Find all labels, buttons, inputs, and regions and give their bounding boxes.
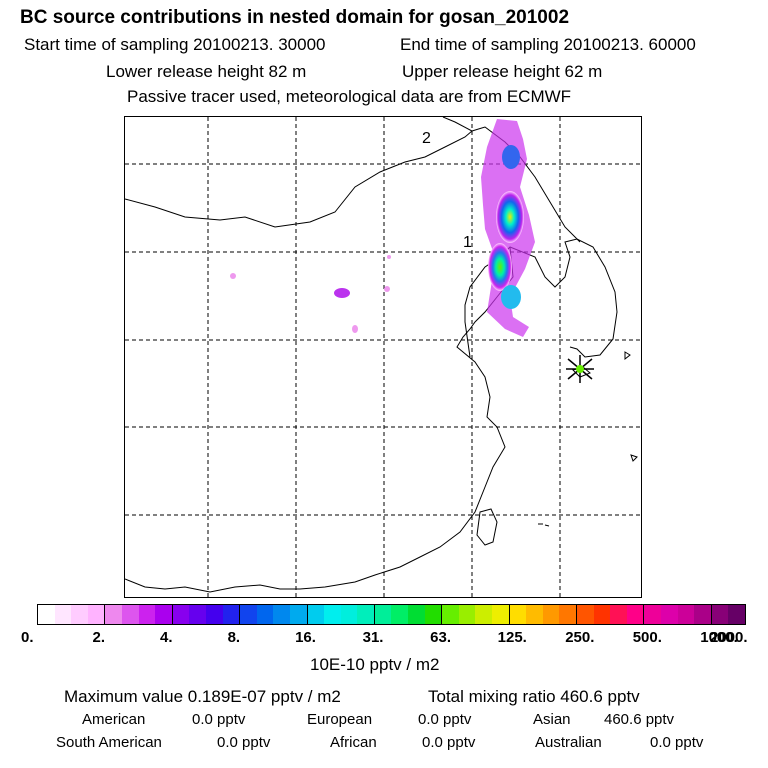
- colorbar-swatch: [189, 605, 206, 624]
- colorbar-tick-label: 63.: [430, 629, 451, 646]
- colorbar-swatch: [677, 605, 695, 624]
- colorbar-swatch: [492, 605, 510, 624]
- colorbar-tick-label: 250.: [565, 629, 595, 646]
- colorbar-swatch: [273, 605, 290, 624]
- african-label: African: [330, 734, 377, 751]
- asian-value: 460.6 pptv: [604, 711, 675, 728]
- map-canvas: 2 1: [125, 117, 641, 597]
- colorbar-swatch: [307, 605, 325, 624]
- map-panel: 2 1: [124, 116, 642, 598]
- colorbar-swatch: [374, 605, 392, 624]
- maximum-value: Maximum value 0.189E-07 pptv / m2: [64, 687, 341, 706]
- total-mixing-ratio: Total mixing ratio 460.6 pptv: [428, 687, 640, 706]
- colorbar-unit: 10E-10 pptv / m2: [310, 655, 440, 674]
- colorbar-swatch: [138, 605, 156, 624]
- asterisk-star-icon: [566, 355, 594, 383]
- colorbar-swatch: [694, 605, 712, 624]
- lower-release-height: Lower release height 82 m: [106, 62, 307, 81]
- tracer-note: Passive tracer used, meteorological data…: [127, 87, 572, 106]
- european-value: 0.0 pptv: [418, 711, 472, 728]
- upper-release-height: Upper release height 62 m: [402, 62, 603, 81]
- coastlines: [125, 117, 638, 593]
- colorbar-tick-label: 125.: [497, 629, 527, 646]
- colorbar: [37, 604, 746, 625]
- colorbar-tick-label: 16.: [295, 629, 316, 646]
- contour-label-2: 2: [422, 130, 431, 147]
- colorbar-swatch: [442, 605, 459, 624]
- colorbar-swatch: [391, 605, 409, 624]
- colorbar-swatch: [289, 605, 308, 624]
- colorbar-swatch: [222, 605, 241, 624]
- colorbar-tick-label: 2000.: [710, 629, 748, 646]
- colorbar-swatch: [155, 605, 173, 624]
- colorbar-tick-label: 500.: [632, 629, 662, 646]
- colorbar-swatch: [542, 605, 560, 624]
- colorbar-swatch: [424, 605, 443, 624]
- colorbar-swatch: [357, 605, 375, 624]
- colorbar-swatch: [240, 605, 257, 624]
- asian-label: Asian: [533, 711, 571, 728]
- colorbar-swatch: [526, 605, 543, 624]
- colorbar-tick-label: 0.: [21, 629, 34, 646]
- colorbar-swatch: [458, 605, 476, 624]
- start-time-label: Start time of sampling 20100213. 30000: [24, 35, 326, 54]
- american-value: 0.0 pptv: [192, 711, 246, 728]
- colorbar-swatch: [559, 605, 577, 624]
- colorbar-tick-label: 4.: [160, 629, 173, 646]
- colorbar-swatch: [509, 605, 527, 624]
- australian-value: 0.0 pptv: [650, 734, 704, 751]
- lat-lon-grid: [125, 117, 641, 597]
- colorbar-swatch: [38, 605, 55, 624]
- colorbar-swatch: [71, 605, 88, 624]
- colorbar-swatch: [121, 605, 139, 624]
- south-american-value: 0.0 pptv: [217, 734, 271, 751]
- colorbar-tick-label: 8.: [227, 629, 241, 646]
- south-american-label: South American: [56, 734, 162, 751]
- colorbar-swatch: [593, 605, 611, 624]
- colorbar-swatch: [87, 605, 106, 624]
- colorbar-swatch: [711, 605, 729, 624]
- colorbar-swatch: [205, 605, 223, 624]
- colorbar-swatch: [610, 605, 627, 624]
- colorbar-swatch: [660, 605, 678, 624]
- american-label: American: [82, 711, 146, 728]
- colorbar-swatch: [324, 605, 341, 624]
- colorbar-swatch: [340, 605, 358, 624]
- colorbar-tick-label: 31.: [362, 629, 384, 646]
- colorbar-swatch: [644, 605, 661, 624]
- colorbar-swatch: [626, 605, 645, 624]
- colorbar-swatch: [475, 605, 493, 624]
- african-value: 0.0 pptv: [422, 734, 476, 751]
- australian-label: Australian: [535, 734, 602, 751]
- plot-title: BC source contributions in nested domain…: [20, 7, 570, 28]
- colorbar-swatch: [256, 605, 274, 624]
- colorbar-swatch: [54, 605, 72, 624]
- colorbar-swatch: [172, 605, 190, 624]
- plume: [230, 119, 535, 337]
- colorbar-swatch: [408, 605, 425, 624]
- colorbar-swatch: [577, 605, 594, 624]
- contour-label-1: 1: [463, 234, 472, 251]
- european-label: European: [307, 711, 373, 728]
- colorbar-swatch: [728, 605, 745, 624]
- end-time-label: End time of sampling 20100213. 60000: [400, 35, 696, 54]
- colorbar-tick-label: 2.: [92, 629, 106, 646]
- colorbar-tick-label: 1000.: [700, 629, 738, 646]
- colorbar-swatch: [105, 605, 122, 624]
